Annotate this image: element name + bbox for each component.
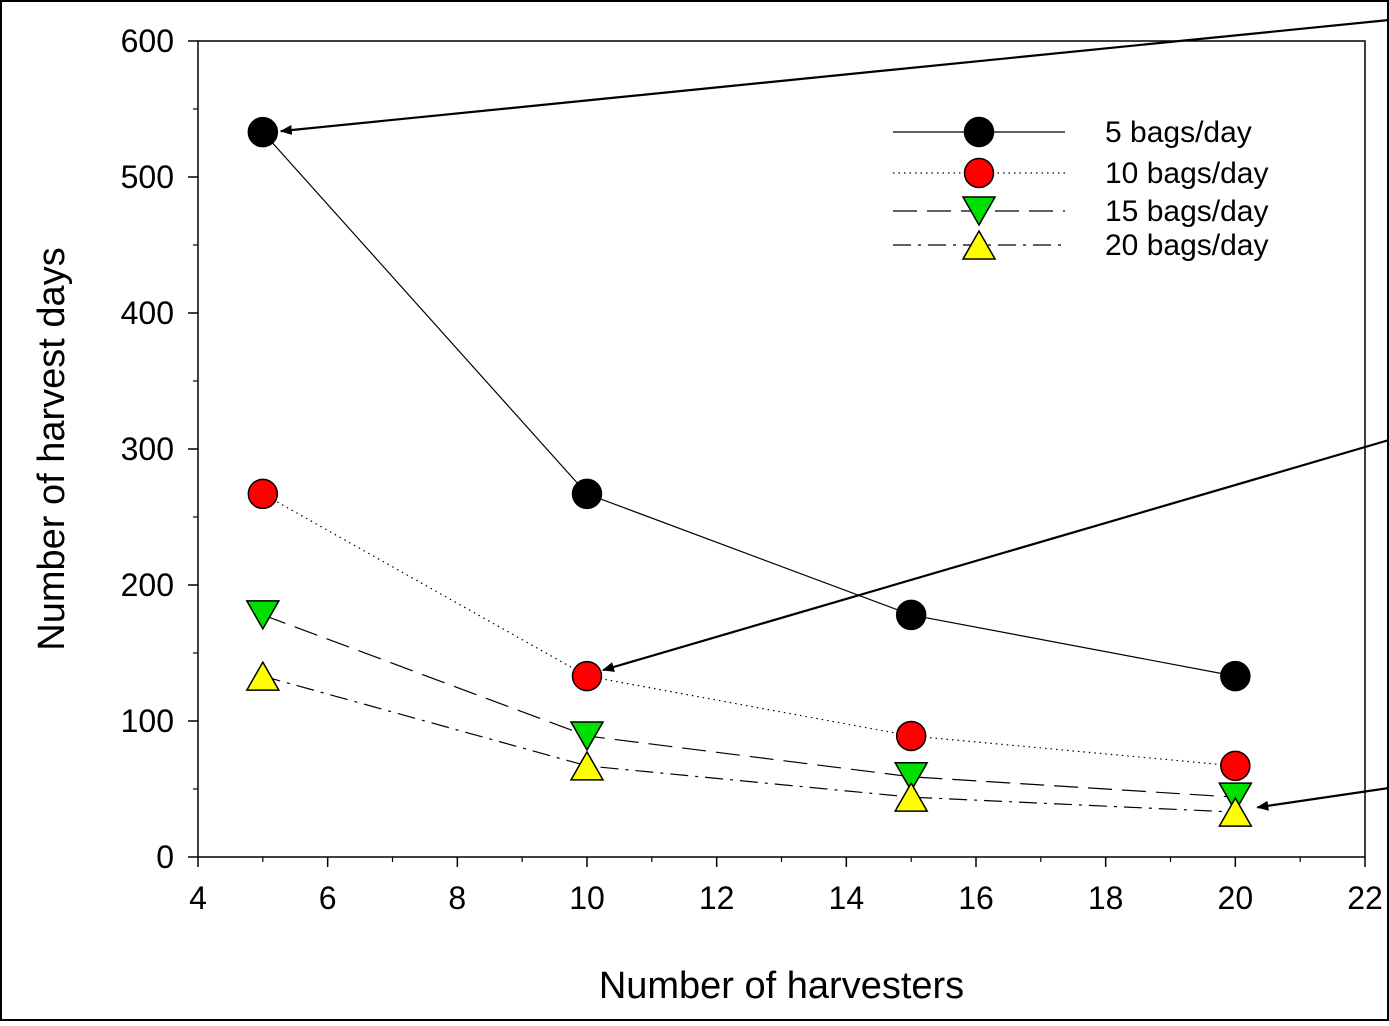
y-tick-label: 300 [121,431,174,467]
x-tick-label: 22 [1347,880,1383,916]
x-tick-label: 8 [448,880,466,916]
x-tick-label: 6 [319,880,337,916]
x-tick-label: 14 [829,880,865,916]
series-3 [245,600,1253,813]
series-1 [247,116,1251,692]
x-axis-label: Number of harvesters [599,965,964,1007]
legend-marker [961,196,997,227]
y-tick-label: 200 [121,567,174,603]
legend-label: 15 bags/day [1105,195,1268,228]
data-point [245,660,281,691]
data-point [569,721,605,752]
x-tick-label: 18 [1088,880,1124,916]
legend-item: 15 bags/day [893,195,1268,228]
series-4 [245,660,1253,827]
annotation-arrow [1256,786,1389,811]
data-point [893,762,929,793]
x-tick-label: 16 [958,880,994,916]
data-point [895,720,927,752]
data-point [571,478,603,510]
x-tick-label: 4 [189,880,207,916]
data-point [895,599,927,631]
legend-item: 5 bags/day [893,116,1252,149]
y-axis-label: Number of harvest days [31,247,73,650]
legend-marker [963,116,995,148]
data-point [1220,660,1251,692]
data-point [569,750,605,781]
data-point [247,478,279,510]
data-point [1218,796,1253,827]
data-point [1220,750,1251,782]
annotation-arrows [279,18,1389,811]
series-line [262,614,1236,798]
series-line [262,493,1236,767]
legend-item: 10 bags/day [893,157,1268,190]
legend-item: 20 bags/day [893,229,1268,262]
y-tick-label: 0 [156,839,174,875]
data-point [247,116,279,148]
data-point [245,600,281,631]
series-layer [245,116,1253,827]
series-2 [247,478,1251,782]
x-tick-label: 20 [1218,880,1254,916]
legend-label: 20 bags/day [1105,229,1268,262]
y-tick-label: 600 [121,23,174,59]
data-point [571,660,603,692]
axis-ticks: 4 6 8 10 12 14 16 18 20 22 0 100 200 300 400 500 600 [121,23,1383,916]
y-tick-label: 100 [121,703,174,739]
y-tick-label: 400 [121,295,174,331]
series-line [262,675,1236,813]
x-tick-label: 12 [699,880,735,916]
x-tick-label: 10 [569,880,605,916]
series-line [262,131,1236,677]
annotation-arrow [279,18,1389,135]
legend-marker [963,157,995,189]
data-point [893,781,929,812]
legend-marker [961,229,997,260]
legend-label: 10 bags/day [1105,157,1268,190]
legend-label: 5 bags/day [1105,116,1252,149]
annotation-arrow [602,438,1389,672]
y-tick-label: 500 [121,159,174,195]
